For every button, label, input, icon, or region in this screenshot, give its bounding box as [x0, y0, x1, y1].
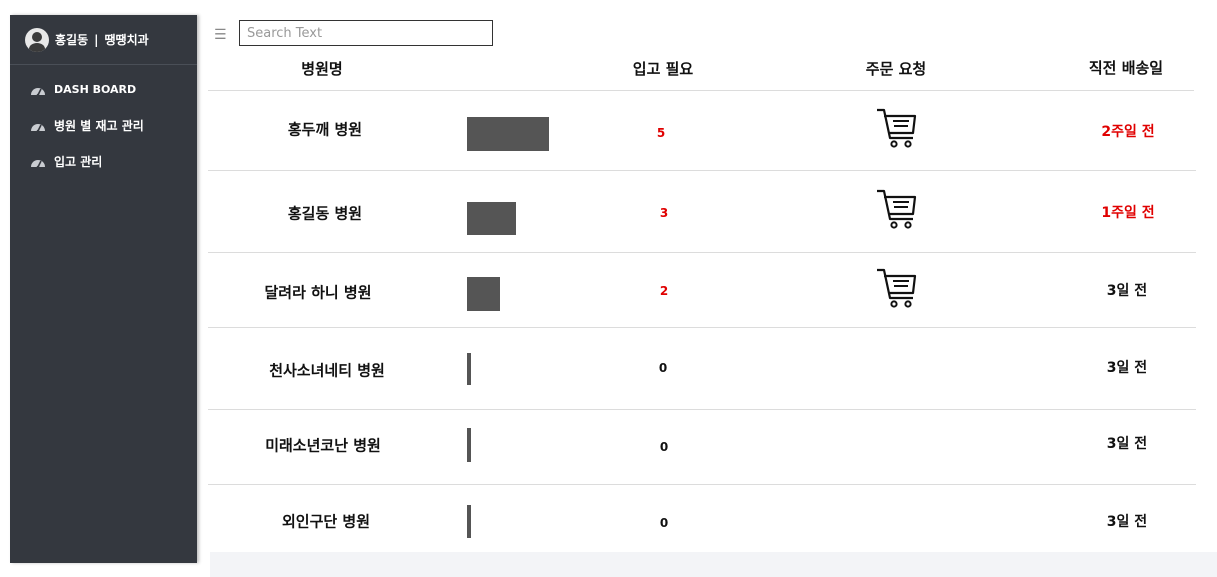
needed-quantity: 0	[658, 361, 668, 375]
needed-bar	[467, 117, 549, 151]
row-divider	[208, 170, 1196, 171]
row-divider	[208, 327, 1196, 328]
last-delivery-date: 2주일 전	[1101, 124, 1155, 140]
search-input[interactable]	[239, 20, 493, 46]
sidebar-item-label: DASH BOARD	[54, 83, 137, 96]
needed-bar	[467, 202, 517, 235]
hospital-name: 천사소녀네티 병원	[269, 361, 385, 380]
sidebar: 홍길동 | 땡땡치과 DASH BOARD 병원 별 재고 관리 입고 관리	[10, 15, 197, 563]
shopping-cart-icon[interactable]	[875, 107, 919, 153]
needed-quantity: 0	[659, 440, 669, 454]
header-last-delivery: 직전 배송일	[1088, 59, 1164, 77]
needed-bar	[467, 505, 471, 538]
dashboard-gauge-icon	[30, 156, 46, 168]
last-delivery-date: 3일 전	[1106, 514, 1148, 530]
last-delivery-date: 1주일 전	[1101, 205, 1155, 221]
avatar	[25, 27, 49, 52]
hospital-name: 홍길동 병원	[287, 204, 363, 223]
row-divider	[208, 90, 1194, 91]
sidebar-item-receiving[interactable]: 입고 관리	[10, 151, 197, 187]
last-delivery-date: 3일 전	[1106, 283, 1148, 299]
sidebar-menu: DASH BOARD 병원 별 재고 관리 입고 관리	[10, 65, 197, 187]
needed-bar	[467, 353, 471, 385]
row-divider	[208, 409, 1196, 410]
needed-quantity: 5	[656, 126, 666, 140]
hospital-name: 홍두깨 병원	[287, 120, 363, 139]
sidebar-item-label: 입고 관리	[54, 155, 103, 169]
header-needed: 입고 필요	[632, 60, 694, 78]
needed-bar	[467, 428, 471, 462]
needed-quantity: 2	[659, 284, 669, 298]
hospital-name: 외인구단 병원	[281, 512, 371, 531]
header-hospital-name: 병원명	[301, 60, 343, 78]
row-divider	[208, 484, 1196, 485]
clinic-name: 땡땡치과	[104, 33, 149, 47]
shopping-cart-icon[interactable]	[875, 188, 919, 234]
needed-quantity: 0	[659, 516, 669, 530]
sidebar-item-inventory[interactable]: 병원 별 재고 관리	[10, 115, 197, 151]
row-divider	[208, 252, 1196, 253]
header-order-request: 주문 요청	[865, 60, 927, 78]
dashboard-gauge-icon	[30, 84, 46, 96]
hospital-name: 미래소년코난 병원	[265, 436, 381, 455]
last-delivery-date: 3일 전	[1106, 360, 1148, 376]
profile-separator: |	[94, 32, 99, 47]
hospital-name: 달려라 하니 병원	[264, 283, 372, 302]
needed-quantity: 3	[659, 206, 669, 220]
shopping-cart-icon[interactable]	[875, 267, 919, 313]
user-name: 홍길동	[55, 33, 89, 47]
footer-strip	[210, 552, 1217, 577]
dashboard-gauge-icon	[30, 120, 46, 132]
user-profile[interactable]: 홍길동 | 땡땡치과	[10, 15, 197, 65]
needed-bar	[467, 277, 500, 311]
last-delivery-date: 3일 전	[1106, 436, 1148, 452]
hamburger-menu-icon[interactable]: ☰	[214, 27, 227, 43]
sidebar-item-label: 병원 별 재고 관리	[54, 119, 144, 133]
sidebar-item-dashboard[interactable]: DASH BOARD	[10, 79, 197, 115]
